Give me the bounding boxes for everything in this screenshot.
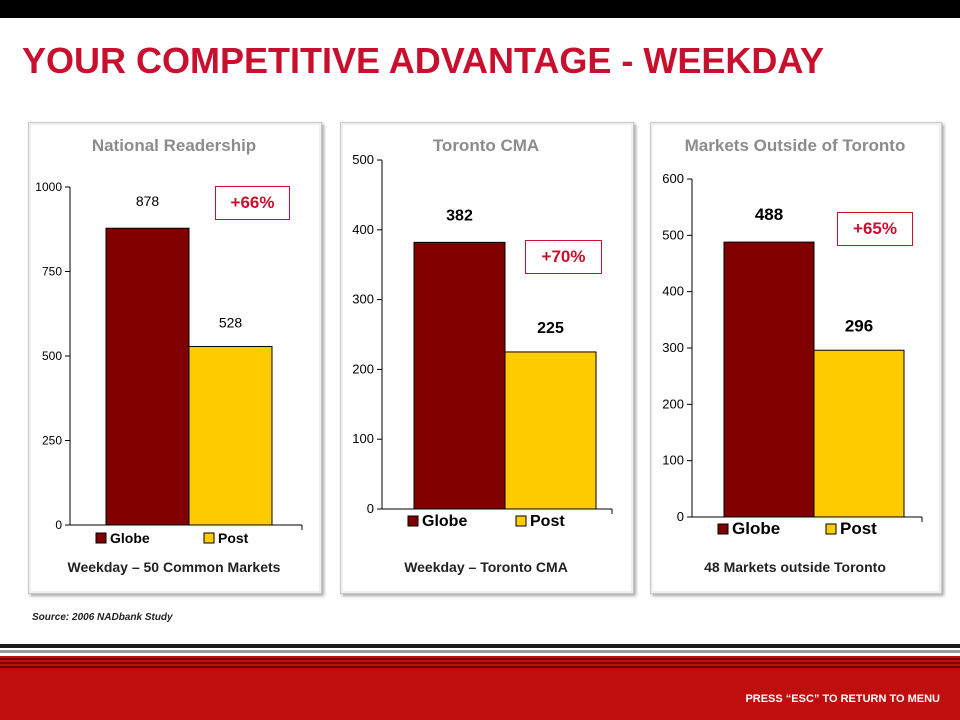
data-label-globe: 382 bbox=[446, 207, 473, 224]
source-note: Source: 2006 NADbank Study bbox=[32, 612, 173, 623]
bar-chart-outside: 0 100 200 300 400 500 600 488 296 Globe Post bbox=[662, 171, 923, 538]
callout-national: +66% bbox=[215, 186, 290, 220]
bar-post bbox=[504, 351, 597, 510]
callout-toronto: +70% bbox=[525, 240, 602, 274]
legend-swatch-post bbox=[203, 532, 215, 544]
footer-band-stripe bbox=[0, 656, 960, 668]
return-to-menu-hint[interactable]: PRESS “ESC” TO RETURN TO MENU bbox=[745, 693, 940, 705]
legend-swatch-post bbox=[825, 523, 837, 535]
y-tick-label: 0 bbox=[367, 501, 374, 516]
y-tick-label: 400 bbox=[662, 284, 684, 299]
chart-footnote-national: Weekday – 50 Common Markets bbox=[67, 559, 281, 575]
legend-label-globe: Globe bbox=[732, 519, 780, 538]
legend-swatch-globe bbox=[95, 532, 107, 544]
bar-globe bbox=[105, 227, 190, 526]
y-tick-label: 500 bbox=[352, 152, 374, 167]
bar-globe bbox=[723, 241, 815, 518]
callout-outside: +65% bbox=[837, 212, 913, 246]
y-tick-label: 500 bbox=[42, 349, 62, 363]
legend-swatch-globe bbox=[717, 523, 729, 535]
data-label-globe: 488 bbox=[755, 205, 783, 224]
y-tick-label: 0 bbox=[55, 518, 62, 532]
bar-post bbox=[813, 349, 905, 518]
y-tick-label: 400 bbox=[352, 222, 374, 237]
y-tick-label: 1000 bbox=[35, 180, 62, 194]
bar-chart-national: 0 250 500 750 1000 878 528 Globe Post bbox=[35, 180, 303, 546]
y-tick-label: 300 bbox=[352, 292, 374, 307]
y-tick-label: 0 bbox=[677, 509, 684, 524]
top-bar bbox=[0, 0, 960, 18]
y-tick-label: 100 bbox=[352, 431, 374, 446]
y-tick-label: 250 bbox=[42, 434, 62, 448]
chart-title-toronto: Toronto CMA bbox=[432, 136, 540, 155]
chart-title-national: National Readership bbox=[91, 136, 257, 155]
data-label-post: 296 bbox=[845, 316, 873, 335]
data-label-post: 225 bbox=[537, 320, 564, 337]
y-tick-label: 750 bbox=[42, 265, 62, 279]
legend-label-post: Post bbox=[530, 513, 565, 530]
bar-globe bbox=[413, 241, 506, 510]
y-tick-label: 600 bbox=[662, 171, 684, 186]
divider-grey bbox=[0, 650, 960, 653]
bar-post bbox=[188, 346, 273, 526]
legend-label-globe: Globe bbox=[110, 530, 150, 546]
slide-title: YOUR COMPETITIVE ADVANTAGE - WEEKDAY bbox=[22, 40, 825, 81]
chart-footnote-toronto: Weekday – Toronto CMA bbox=[404, 559, 568, 575]
y-tick-label: 500 bbox=[662, 227, 684, 242]
y-tick-label: 100 bbox=[662, 453, 684, 468]
data-label-globe: 878 bbox=[136, 193, 160, 209]
data-label-post: 528 bbox=[219, 315, 243, 331]
y-tick-label: 200 bbox=[352, 361, 374, 376]
legend-label-post: Post bbox=[840, 519, 877, 538]
y-tick-label: 200 bbox=[662, 396, 684, 411]
y-tick-label: 300 bbox=[662, 340, 684, 355]
chart-title-outside: Markets Outside of Toronto bbox=[684, 136, 906, 155]
legend-swatch-post bbox=[515, 515, 527, 527]
legend-label-post: Post bbox=[218, 530, 249, 546]
chart-footnote-outside: 48 Markets outside Toronto bbox=[704, 559, 886, 575]
divider-dark bbox=[0, 644, 960, 648]
bar-chart-toronto: 0 100 200 300 400 500 382 225 Globe Post bbox=[352, 152, 613, 530]
legend-label-globe: Globe bbox=[422, 513, 467, 530]
legend-swatch-globe bbox=[407, 515, 419, 527]
